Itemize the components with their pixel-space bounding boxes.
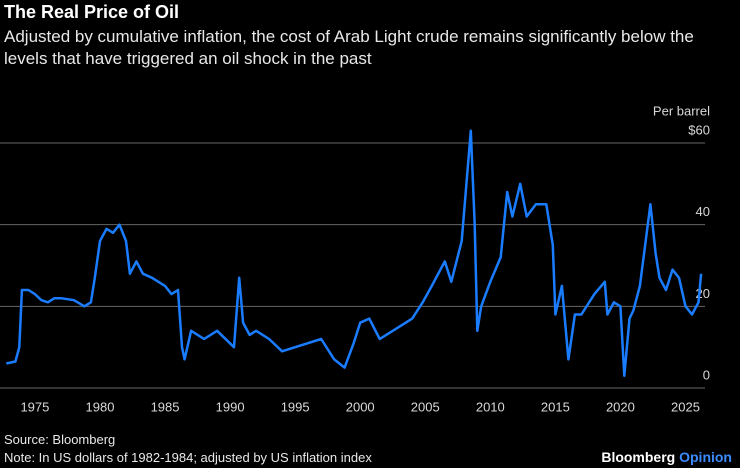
y-tick-label: 0	[703, 367, 710, 382]
x-tick-label: 2010	[476, 399, 505, 414]
y-axis-label: Per barrel	[653, 103, 710, 118]
y-tick-label: 40	[696, 204, 710, 219]
x-tick-label: 1985	[151, 399, 180, 414]
x-tick-label: 1990	[216, 399, 245, 414]
x-tick-label: 2005	[411, 399, 440, 414]
x-tick-label: 2015	[541, 399, 570, 414]
x-tick-label: 1980	[86, 399, 115, 414]
chart-subtitle: Adjusted by cumulative inflation, the co…	[4, 27, 694, 68]
chart-title: The Real Price of Oil	[4, 2, 180, 22]
x-tick-label: 2025	[671, 399, 700, 414]
x-tick-label: 2020	[606, 399, 635, 414]
y-tick-label: $60	[688, 122, 710, 137]
brand: Bloomberg Opinion	[601, 449, 732, 465]
note: Note: In US dollars of 1982-1984; adjust…	[4, 450, 372, 465]
source: Source: Bloomberg	[4, 432, 116, 447]
price-line	[6, 129, 703, 378]
brand-name: Bloomberg	[601, 449, 676, 465]
x-tick-label: 1975	[20, 399, 49, 414]
brand-suffix: Opinion	[679, 449, 732, 465]
x-tick-label: 2000	[346, 399, 375, 414]
x-tick-label: 1995	[281, 399, 310, 414]
